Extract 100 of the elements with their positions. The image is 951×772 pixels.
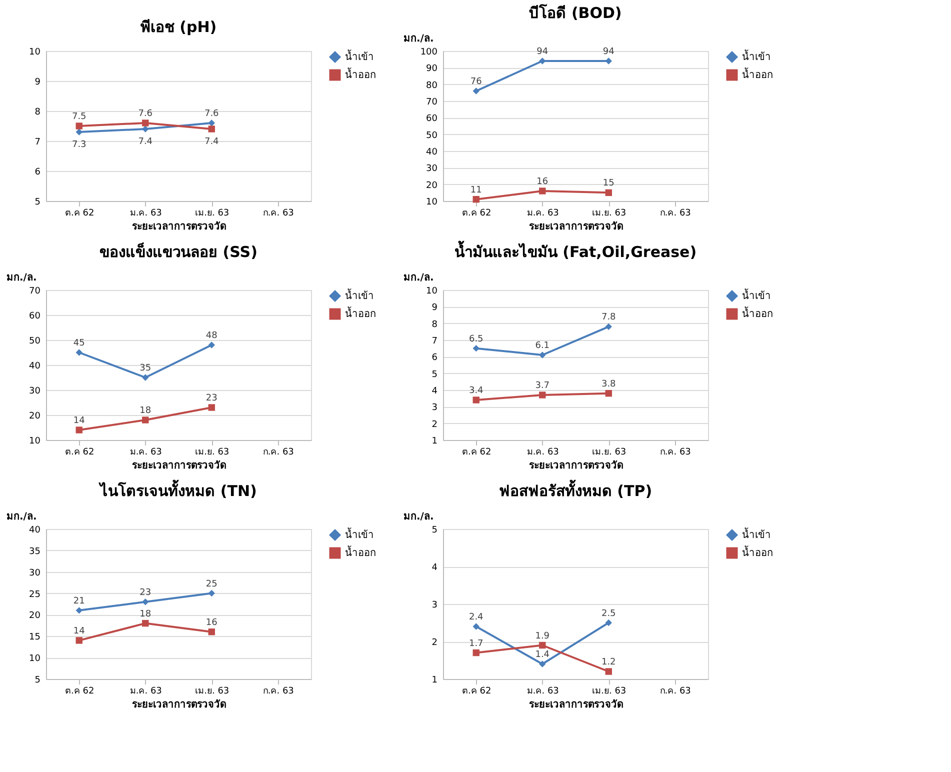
data-label: 45: [73, 338, 85, 348]
point: [76, 607, 82, 614]
data-label: 14: [73, 626, 86, 636]
chart-title: ไนโตรเจนทั้งหมด (TN): [98, 479, 257, 500]
data-label: 16: [536, 177, 548, 187]
y-tick-label: 6: [34, 168, 41, 178]
data-label: 21: [73, 596, 85, 606]
y-tick-label: 2: [432, 638, 438, 648]
y-tick-label: 7: [34, 138, 40, 148]
y-tick-label: 6: [432, 353, 438, 364]
x-tick-label: ม.ค. 63: [130, 448, 162, 458]
y-tick-label: 60: [426, 114, 438, 124]
y-tick-label: 20: [29, 611, 41, 622]
y-tick-label: 4: [432, 563, 438, 573]
y-tick-label: 15: [29, 632, 40, 643]
data-label: 94: [536, 47, 548, 57]
data-label: 6.5: [468, 334, 484, 344]
y-axis-title: มก./ล.: [6, 272, 37, 284]
y-tick-label: 40: [29, 362, 41, 372]
point: [539, 188, 546, 194]
data-label: 7.4: [138, 137, 153, 147]
x-tick-label: ก.ค. 63: [262, 686, 294, 696]
legend-label: น้ำออก: [345, 545, 376, 559]
point: [605, 668, 612, 675]
y-tick-label: 70: [426, 98, 438, 108]
point: [208, 342, 215, 348]
data-label: 7.8: [601, 312, 616, 323]
x-tick-label: ก.ค. 63: [262, 448, 294, 458]
y-axis-title: มก./ล.: [404, 512, 434, 522]
y-axis-title: มก./ล.: [6, 512, 37, 522]
data-label: 25: [206, 579, 218, 590]
data-label: 23: [140, 588, 152, 598]
y-tick-label: 1: [432, 676, 438, 686]
y-tick-label: 10: [29, 48, 41, 58]
point: [208, 120, 215, 126]
point: [605, 323, 612, 330]
data-label: 35: [140, 364, 152, 374]
y-tick-label: 50: [29, 336, 41, 346]
y-tick-label: 9: [34, 78, 41, 88]
data-label: 15: [602, 178, 614, 189]
x-tick-label: ม.ค. 63: [526, 208, 559, 218]
y-tick-label: 10: [29, 436, 41, 446]
x-tick-label: ต.ค 62: [462, 208, 492, 218]
data-label: 1.9: [535, 631, 550, 642]
y-tick-label: 8: [432, 320, 438, 330]
data-label: 23: [206, 394, 218, 404]
data-label: 11: [470, 185, 482, 196]
y-tick-label: 20: [29, 412, 41, 422]
point: [142, 120, 149, 126]
y-tick-label: 70: [29, 286, 41, 296]
y-tick-label: 40: [426, 148, 438, 158]
data-label: 1.7: [468, 638, 484, 649]
y-tick-label: 5: [432, 370, 438, 380]
y-tick-label: 30: [426, 164, 438, 174]
point: [76, 122, 82, 130]
chart-title: ของแข็งแขวนลอย (SS): [100, 242, 258, 261]
y-tick-label: 10: [29, 654, 41, 664]
data-label: 7.4: [204, 137, 220, 147]
point: [605, 189, 612, 196]
y-tick-label: 100: [420, 48, 438, 58]
data-label: 18: [140, 609, 152, 620]
y-tick-label: 35: [29, 546, 40, 557]
data-label: 48: [206, 331, 218, 341]
y-tick-label: 2: [432, 420, 438, 430]
data-label: 2.5: [601, 608, 616, 619]
legend-label: น้ำออก: [742, 67, 773, 81]
legend-label: น้ำออก: [742, 545, 773, 559]
y-tick-label: 30: [29, 568, 41, 578]
x-tick-label: ม.ค. 63: [526, 686, 559, 696]
point: [142, 598, 149, 606]
point: [472, 623, 480, 630]
y-tick-label: 7: [432, 336, 438, 346]
point: [76, 349, 82, 356]
y-tick-label: 10: [426, 198, 438, 208]
x-tick-label: ก.ค. 63: [660, 686, 691, 696]
data-label: 3.4: [468, 386, 484, 396]
x-tick-label: เม.ย. 63: [195, 448, 230, 458]
x-axis-title: ระยะเวลาการตรวจวัด: [132, 698, 226, 710]
data-label: 14: [73, 416, 86, 426]
point: [539, 352, 546, 358]
y-tick-label: 5: [432, 526, 438, 536]
y-tick-label: 1: [432, 436, 438, 446]
x-axis-title: ระยะเวลาการตรวจวัด: [529, 220, 623, 232]
point: [208, 126, 215, 132]
y-tick-label: 40: [29, 526, 41, 536]
chart-title: น้ำมันและไขมัน (Fat,Oil,Grease): [454, 240, 697, 261]
point: [539, 58, 546, 64]
x-tick-label: เม.ย. 63: [592, 686, 626, 696]
x-tick-label: เม.ย. 63: [592, 208, 626, 218]
point: [76, 128, 82, 136]
y-tick-label: 4: [432, 386, 438, 396]
x-tick-label: ม.ค. 63: [130, 208, 162, 218]
data-label: 94: [602, 47, 615, 57]
point: [472, 196, 480, 203]
x-axis-title: ระยะเวลาการตรวจวัด: [132, 460, 226, 472]
point: [472, 88, 480, 94]
data-label: 16: [206, 618, 218, 628]
point: [76, 426, 82, 434]
point: [605, 619, 612, 626]
x-tick-label: ต.ค 62: [462, 448, 492, 458]
